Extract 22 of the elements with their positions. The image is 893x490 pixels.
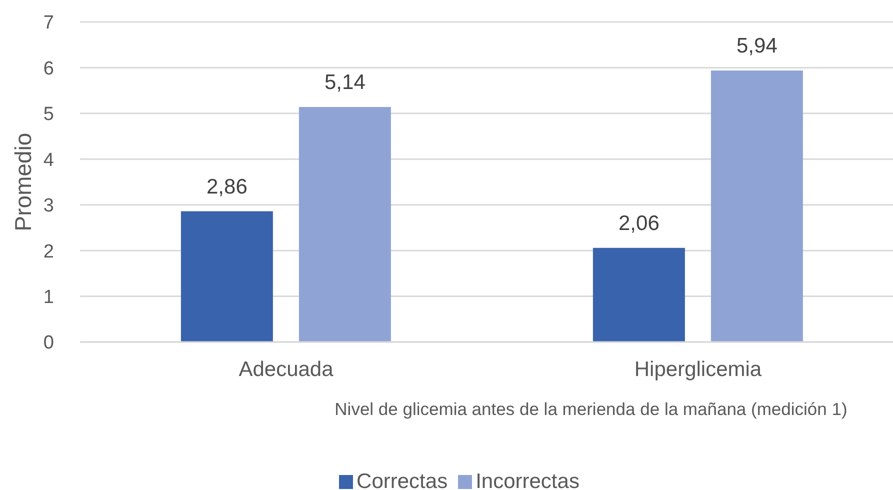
y-tick-label: 7 [43, 12, 54, 34]
bar [180, 211, 273, 342]
y-tick-label: 1 [43, 287, 54, 308]
bar [710, 70, 803, 342]
y-tick-label: 6 [43, 58, 54, 80]
legend-label: Incorrectas [476, 470, 580, 490]
y-tick-label: 2 [43, 241, 54, 262]
bar [298, 107, 391, 342]
data-label: 5,14 [324, 71, 366, 94]
y-tick-label: 3 [43, 196, 54, 217]
y-axis-title: Promedio [10, 132, 36, 232]
y-tick-label: 4 [43, 150, 54, 171]
x-tick-label: Hiperglicemia [634, 358, 762, 381]
y-tick-label: 0 [43, 332, 54, 354]
data-label: 2,86 [206, 175, 248, 198]
data-label: 2,06 [618, 212, 660, 235]
x-axis-title: Nivel de glicemia antes de la merienda de la mañana (medición 1) [334, 399, 848, 419]
legend-label: Correctas [356, 470, 448, 490]
data-label: 5,94 [736, 34, 778, 58]
x-tick-label: Adecuada [238, 358, 334, 381]
y-tick-label: 5 [43, 104, 54, 126]
bar [592, 248, 685, 342]
